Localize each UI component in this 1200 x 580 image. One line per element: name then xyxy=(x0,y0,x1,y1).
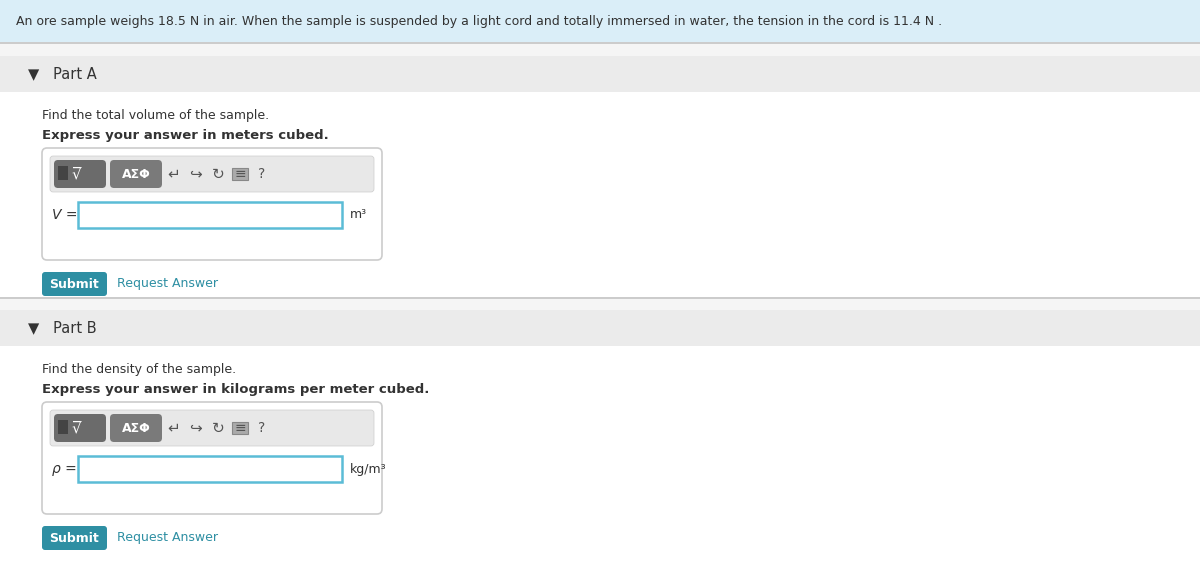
Bar xyxy=(0,0,1200,42)
Text: ?: ? xyxy=(258,167,265,181)
Text: Submit: Submit xyxy=(49,277,98,291)
Text: √̅: √̅ xyxy=(72,166,82,182)
Text: kg/m³: kg/m³ xyxy=(350,462,386,476)
Bar xyxy=(0,310,1200,346)
Text: An ore sample weighs 18.5 N in air. When the sample is suspended by a light cord: An ore sample weighs 18.5 N in air. When… xyxy=(16,14,942,27)
Bar xyxy=(0,297,1200,299)
Text: Submit: Submit xyxy=(49,531,98,545)
Text: ↵: ↵ xyxy=(168,420,180,436)
FancyBboxPatch shape xyxy=(110,414,162,442)
Bar xyxy=(78,202,342,228)
Bar xyxy=(0,56,1200,92)
Text: Request Answer: Request Answer xyxy=(118,277,218,291)
Text: V =: V = xyxy=(52,208,78,222)
Bar xyxy=(0,42,1200,44)
Text: Find the density of the sample.: Find the density of the sample. xyxy=(42,364,236,376)
Text: Express your answer in kilograms per meter cubed.: Express your answer in kilograms per met… xyxy=(42,383,430,397)
Text: ΑΣΦ: ΑΣΦ xyxy=(121,422,150,434)
Text: ?: ? xyxy=(258,421,265,435)
Text: ▼   Part B: ▼ Part B xyxy=(28,321,97,335)
Text: √̅: √̅ xyxy=(72,420,82,436)
FancyBboxPatch shape xyxy=(42,272,107,296)
Bar xyxy=(78,456,342,482)
Text: ΑΣΦ: ΑΣΦ xyxy=(121,168,150,180)
FancyBboxPatch shape xyxy=(110,160,162,188)
FancyBboxPatch shape xyxy=(42,148,382,260)
Bar xyxy=(58,166,68,180)
Text: ↪: ↪ xyxy=(190,166,203,182)
Text: Express your answer in meters cubed.: Express your answer in meters cubed. xyxy=(42,129,329,143)
Text: m³: m³ xyxy=(350,208,367,222)
FancyBboxPatch shape xyxy=(42,526,107,550)
Text: ↻: ↻ xyxy=(211,420,224,436)
FancyBboxPatch shape xyxy=(42,402,382,514)
Text: Request Answer: Request Answer xyxy=(118,531,218,545)
Bar xyxy=(58,420,68,434)
Text: Find the total volume of the sample.: Find the total volume of the sample. xyxy=(42,110,269,122)
FancyBboxPatch shape xyxy=(50,156,374,192)
Text: ▼   Part A: ▼ Part A xyxy=(28,67,97,82)
Bar xyxy=(232,422,248,434)
Text: ↻: ↻ xyxy=(211,166,224,182)
FancyBboxPatch shape xyxy=(54,414,106,442)
Bar xyxy=(232,168,248,180)
FancyBboxPatch shape xyxy=(54,160,106,188)
Text: ↵: ↵ xyxy=(168,166,180,182)
FancyBboxPatch shape xyxy=(50,410,374,446)
Bar xyxy=(0,346,1200,580)
Text: ≡: ≡ xyxy=(234,167,246,181)
Text: ↪: ↪ xyxy=(190,420,203,436)
Text: ≡: ≡ xyxy=(234,421,246,435)
Bar xyxy=(0,92,1200,297)
Text: ρ =: ρ = xyxy=(52,462,77,476)
